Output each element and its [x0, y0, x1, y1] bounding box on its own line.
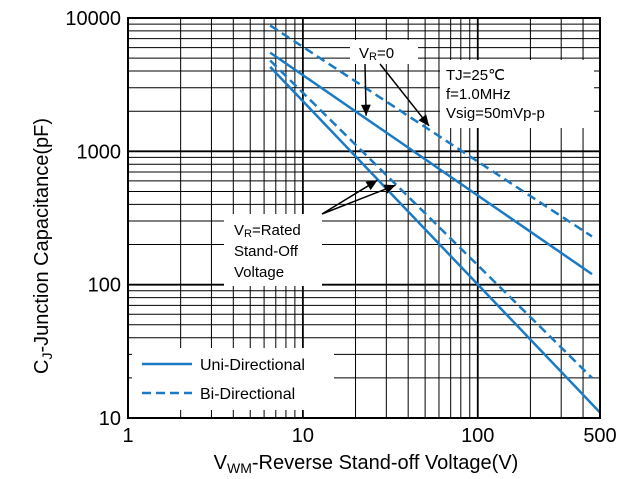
y-tick-label: 10000 [65, 8, 121, 30]
annotation-rated: VR=Rated Stand-Off Voltage [224, 214, 322, 286]
conditions-box: TJ=25℃ f=1.0MHz Vsig=50mVp-p [440, 60, 594, 128]
arrow-head [383, 184, 396, 194]
annotation-arrows [321, 63, 430, 215]
y-tick-label: 1000 [77, 141, 122, 163]
condition-frequency: f=1.0MHz [446, 86, 511, 103]
plot-frame [127, 17, 601, 419]
x-tick-label: 1 [122, 425, 133, 447]
series-layer [269, 24, 601, 414]
arrow-line [321, 184, 396, 215]
svg-text:VR=Rated: VR=Rated [234, 222, 301, 240]
series-line-uni-directional-vr0 [269, 51, 593, 276]
annotation-vr0: VR=0 [350, 40, 418, 64]
svg-text:VR=0: VR=0 [359, 45, 394, 63]
condition-temperature: TJ=25℃ [446, 67, 505, 84]
arrow-head [418, 114, 430, 126]
series-line-bi-directional-vrrated [269, 59, 593, 379]
legend-label-uni: Uni-Directional [200, 357, 305, 374]
series-line-uni-directional-vrrated [269, 66, 601, 414]
series-line-bi-directional-vr0 [269, 24, 593, 238]
arrow-line [379, 63, 430, 127]
x-axis-label: VWM-Reverse Stand-off Voltage(V) [214, 452, 519, 476]
x-tick-label: 500 [583, 425, 616, 447]
arrow-head [361, 104, 371, 116]
y-tick-label: 10 [99, 408, 121, 430]
legend: Uni-Directional Bi-Directional [132, 348, 334, 410]
svg-text:Stand-Off: Stand-Off [234, 243, 299, 260]
y-tick-label: 100 [88, 275, 121, 297]
condition-signal: Vsig=50mVp-p [446, 105, 545, 122]
x-tick-label: 100 [461, 425, 494, 447]
x-tick-label: 10 [292, 425, 314, 447]
svg-text:Voltage: Voltage [234, 264, 284, 281]
grid [128, 18, 600, 418]
arrow-head [365, 180, 378, 191]
y-axis-label: CJ-Junction Capacitance(pF) [31, 118, 55, 374]
legend-label-bi: Bi-Directional [200, 386, 295, 403]
